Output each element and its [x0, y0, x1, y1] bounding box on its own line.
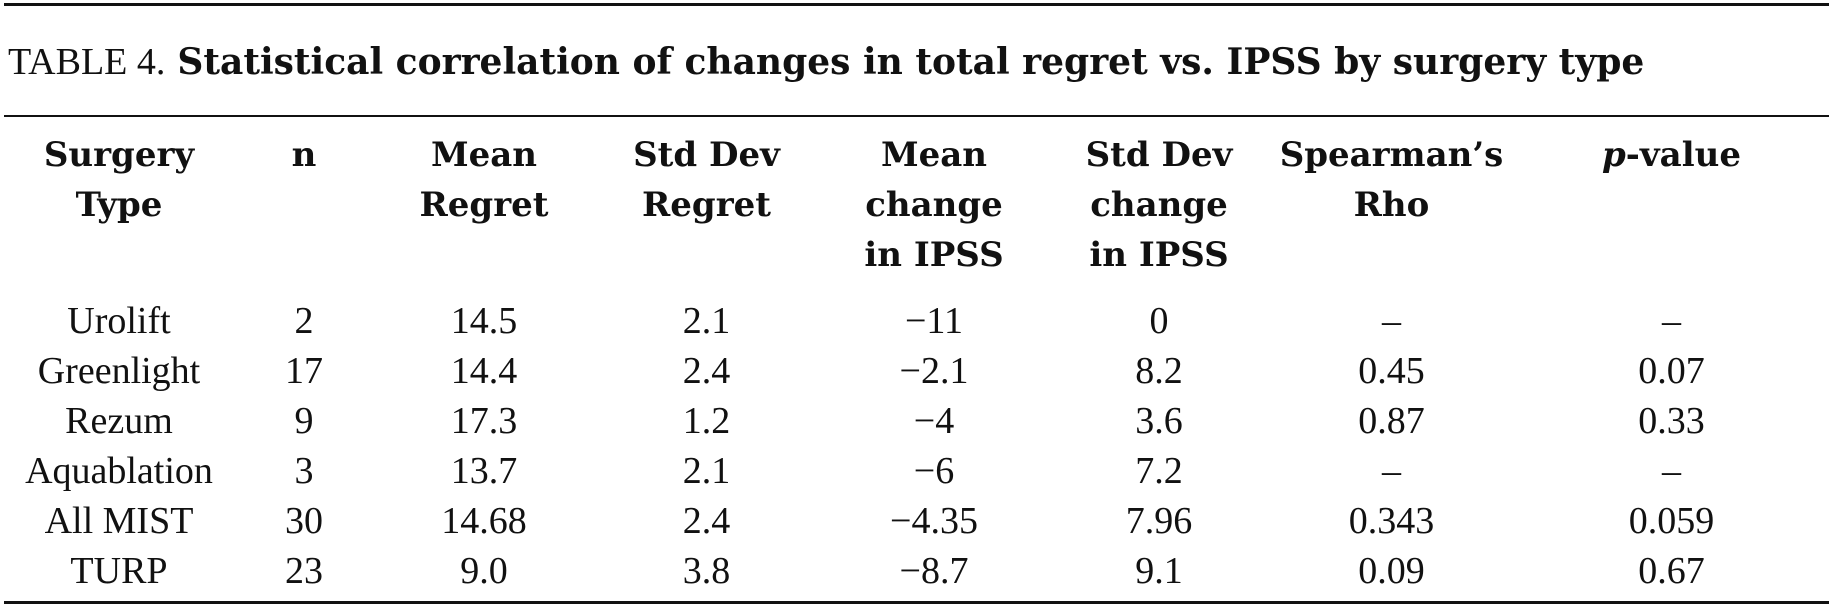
- cell-mean-change-ipss: −4.35: [890, 500, 978, 542]
- table-row: All MIST 30 14.68 2.4 −4.35 7.96 0.343 0…: [4, 496, 1829, 546]
- table-caption: TABLE 4. Statistical correlation of chang…: [8, 38, 1644, 87]
- cell-surgery-type: Urolift: [67, 300, 171, 342]
- cell-std-dev-regret: 1.2: [682, 400, 731, 442]
- cell-mean-change-ipss: −8.7: [899, 550, 969, 592]
- cell-p-value: 0.33: [1638, 400, 1705, 442]
- cell-surgery-type: Aquablation: [25, 450, 213, 492]
- header-line: in IPSS: [1089, 235, 1229, 275]
- cell-surgery-type: Rezum: [65, 400, 173, 442]
- cell-std-dev-change-ipss: 0: [1149, 300, 1169, 342]
- header-line: Rho: [1353, 185, 1430, 225]
- cell-mean-regret: 13.7: [450, 450, 518, 492]
- cell-spearmans-rho: 0.45: [1358, 350, 1425, 392]
- cell-n: 2: [294, 300, 314, 342]
- data-table: Surgery Type n Mean Regret Std Dev Regre…: [4, 130, 1829, 596]
- cell-p-value: –: [1662, 300, 1681, 342]
- cell-spearmans-rho: –: [1382, 450, 1401, 492]
- table-caption-label: TABLE 4.: [8, 41, 166, 83]
- cell-spearmans-rho: –: [1382, 300, 1401, 342]
- header-std-dev-regret: Std Dev Regret: [594, 130, 819, 296]
- cell-n: 30: [285, 500, 323, 542]
- header-line: Type: [75, 185, 163, 225]
- cell-surgery-type: Greenlight: [37, 350, 201, 392]
- cell-p-value: –: [1662, 450, 1681, 492]
- cell-mean-change-ipss: −11: [904, 300, 964, 342]
- cell-std-dev-change-ipss: 9.1: [1135, 550, 1183, 592]
- header-line: Regret: [419, 185, 549, 225]
- cell-n: 23: [285, 550, 323, 592]
- header-line: Mean: [880, 135, 988, 175]
- cell-p-value: 0.07: [1638, 350, 1705, 392]
- cell-p-value: 0.059: [1628, 500, 1715, 542]
- header-line: Regret: [642, 185, 771, 225]
- cell-mean-regret: 17.3: [450, 400, 518, 442]
- header-mean-change-ipss: Mean change in IPSS: [819, 130, 1049, 296]
- header-line: Spearman’s: [1279, 135, 1504, 175]
- header-mean-regret: Mean Regret: [374, 130, 594, 296]
- cell-std-dev-regret: 2.4: [682, 500, 731, 542]
- cell-n: 17: [285, 350, 323, 392]
- cell-std-dev-change-ipss: 3.6: [1135, 400, 1183, 442]
- cell-std-dev-change-ipss: 8.2: [1135, 350, 1183, 392]
- cell-spearmans-rho: 0.09: [1358, 550, 1425, 592]
- cell-p-value: 0.67: [1638, 550, 1705, 592]
- header-line: p-value: [1514, 130, 1829, 180]
- cell-surgery-type: TURP: [70, 550, 168, 592]
- cell-std-dev-change-ipss: 7.96: [1125, 500, 1193, 542]
- cell-mean-regret: 9.0: [460, 550, 508, 592]
- cell-std-dev-regret: 3.8: [682, 550, 731, 592]
- header-line: n: [291, 135, 317, 175]
- bottom-rule: [4, 601, 1829, 604]
- p-value-suffix: -value: [1625, 135, 1741, 175]
- cell-mean-regret: 14.68: [441, 500, 527, 542]
- caption-rule: [4, 115, 1829, 117]
- cell-std-dev-change-ipss: 7.2: [1135, 450, 1183, 492]
- cell-mean-change-ipss: −6: [913, 450, 955, 492]
- cell-spearmans-rho: 0.343: [1348, 500, 1435, 542]
- header-line: Mean: [430, 135, 538, 175]
- table-row: Greenlight 17 14.4 2.4 −2.1 8.2 0.45 0.0…: [4, 346, 1829, 396]
- cell-mean-regret: 14.5: [450, 300, 518, 342]
- header-line: in IPSS: [864, 235, 1004, 275]
- header-line: Surgery: [43, 135, 195, 175]
- table-row: Aquablation 3 13.7 2.1 −6 7.2 – –: [4, 446, 1829, 496]
- header-p-value: p-value: [1514, 130, 1829, 296]
- header-line: Std Dev: [633, 135, 780, 175]
- cell-n: 3: [294, 450, 314, 492]
- header-spearmans-rho: Spearman’s Rho: [1269, 130, 1514, 296]
- cell-n: 9: [294, 400, 314, 442]
- table-row: Rezum 9 17.3 1.2 −4 3.6 0.87 0.33: [4, 396, 1829, 446]
- header-std-dev-change-ipss: Std Dev change in IPSS: [1049, 130, 1269, 296]
- p-italic: p: [1602, 135, 1626, 175]
- header-line: change: [865, 185, 1003, 225]
- header-line: Std Dev: [1085, 135, 1233, 175]
- header-line: change: [1090, 185, 1228, 225]
- cell-std-dev-regret: 2.1: [682, 300, 731, 342]
- cell-mean-change-ipss: −2.1: [899, 350, 969, 392]
- cell-std-dev-regret: 2.4: [682, 350, 731, 392]
- cell-std-dev-regret: 2.1: [682, 450, 731, 492]
- top-rule: [4, 3, 1829, 6]
- header-row: Surgery Type n Mean Regret Std Dev Regre…: [4, 130, 1829, 296]
- cell-mean-change-ipss: −4: [913, 400, 955, 442]
- cell-spearmans-rho: 0.87: [1358, 400, 1425, 442]
- cell-surgery-type: All MIST: [44, 500, 194, 542]
- table-caption-title: Statistical correlation of changes in to…: [177, 41, 1645, 83]
- header-surgery-type: Surgery Type: [4, 130, 234, 296]
- header-n: n: [234, 130, 374, 296]
- cell-mean-regret: 14.4: [450, 350, 518, 392]
- table-row: Urolift 2 14.5 2.1 −11 0 – –: [4, 296, 1829, 346]
- table-row: TURP 23 9.0 3.8 −8.7 9.1 0.09 0.67: [4, 546, 1829, 596]
